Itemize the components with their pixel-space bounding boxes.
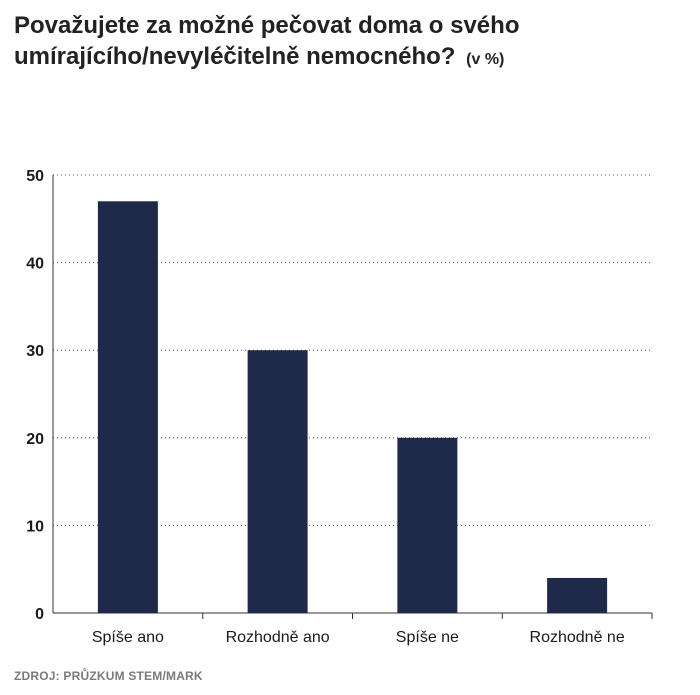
y-tick-label: 10 [26,518,44,535]
x-tick-label: Rozhodně ne [530,629,625,646]
y-tick-label: 40 [26,256,44,273]
chart-title-text: Považujete za možné pečovat doma o svého… [14,12,520,70]
bar [397,437,458,613]
bar [547,577,608,613]
x-tick-label: Rozhodně ano [226,629,330,646]
chart-title: Považujete za možné pečovat doma o svého… [14,10,654,75]
source-note: ZDROJ: PRŮZKUM STEM/MARK [14,669,203,683]
bar [247,350,308,613]
x-tick-label: Spíše ano [92,629,164,646]
y-tick-label: 20 [26,431,44,448]
x-tick-label: Spíše ne [396,629,459,646]
y-tick-label: 0 [35,606,44,623]
bar [97,201,158,613]
chart-title-unit: (v %) [466,51,505,68]
y-tick-label: 30 [26,343,44,360]
y-tick-label: 50 [26,168,44,185]
